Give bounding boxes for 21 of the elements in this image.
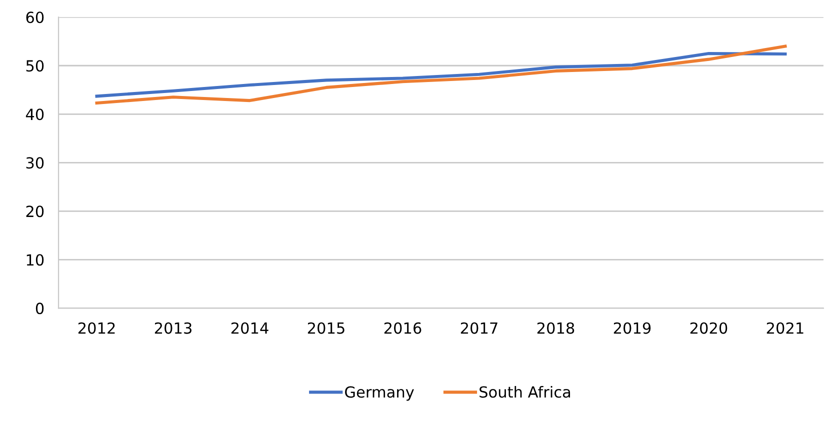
legend-label: Germany [345,386,414,401]
line-series [95,52,787,98]
x-tick-label: 2014 [231,322,268,334]
y-tick-label: 30 [26,157,44,169]
legend-label: South Africa [480,386,570,398]
y-tick-label: 0 [36,302,44,314]
y-tick-label: 20 [26,206,44,218]
y-tick-label: 10 [26,254,44,266]
x-tick-label: 2019 [614,322,651,334]
y-tick-label: 60 [26,12,44,24]
x-tick-label: 2012 [78,322,115,334]
x-tick-label: 2020 [690,322,728,334]
x-tick-label: 2021 [766,322,804,334]
y-tick-label: 50 [26,60,44,72]
line-series [95,44,787,105]
x-tick-label: 2018 [537,322,574,334]
x-tick-label: 2017 [460,322,498,334]
x-tick-label: 2016 [384,322,422,334]
y-tick-label: 40 [26,108,44,120]
x-tick-label: 2013 [154,322,192,334]
x-tick-label: 2015 [308,322,344,334]
